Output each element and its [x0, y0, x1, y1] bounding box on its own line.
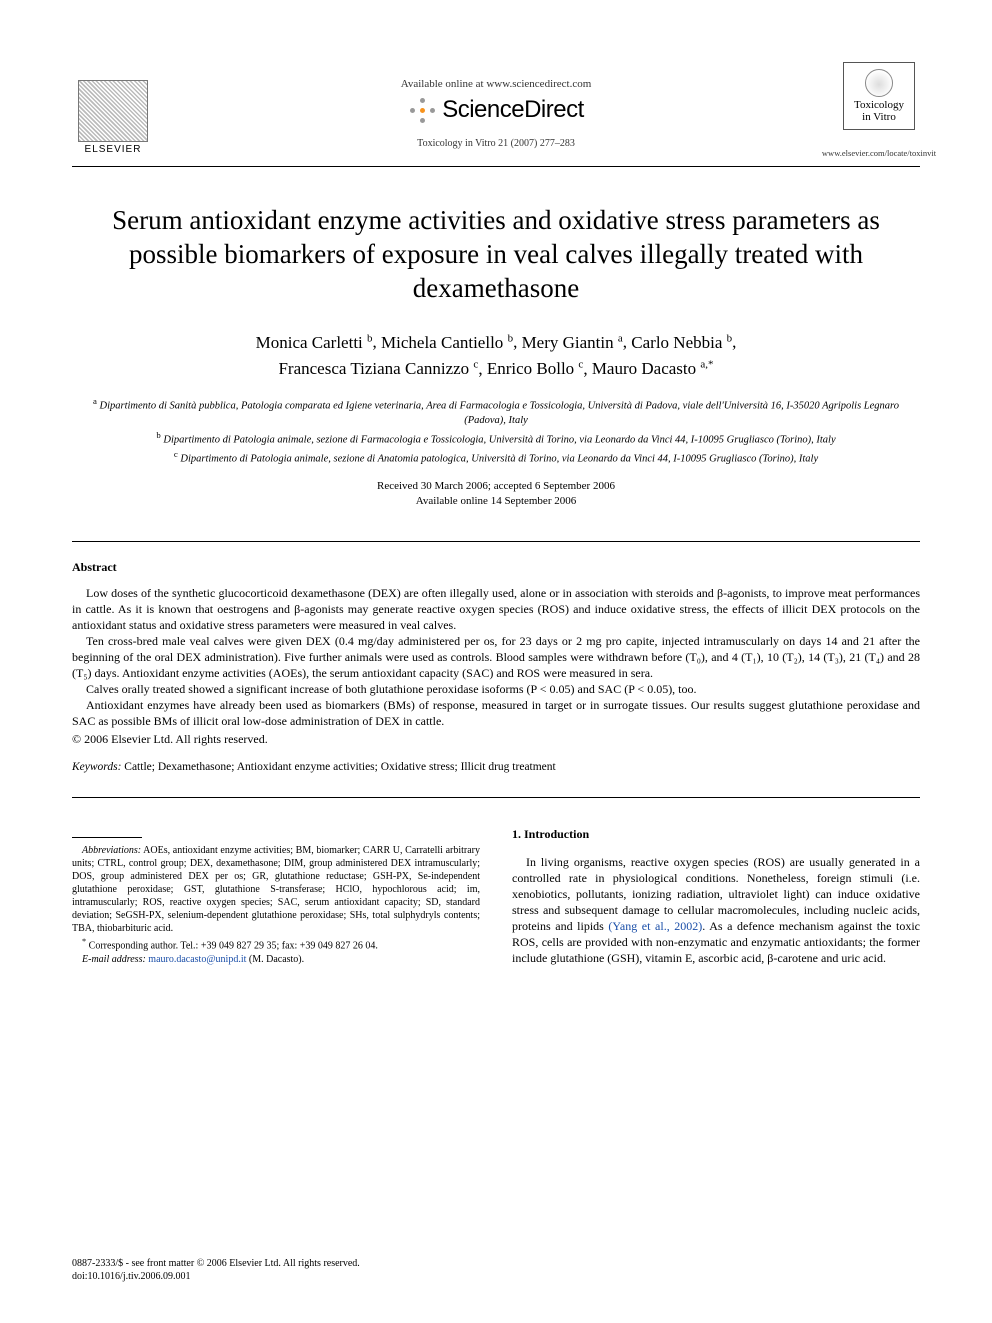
journal-citation: Toxicology in Vitro 21 (2007) 277–283: [154, 138, 838, 149]
page-footer: 0887-2333/$ - see front matter © 2006 El…: [72, 1257, 360, 1283]
intro-heading: 1. Introduction: [512, 826, 920, 842]
keywords-label: Keywords:: [72, 761, 121, 773]
authors-block: Monica Carletti b, Michela Cantiello b, …: [72, 327, 920, 380]
header-rule: [72, 166, 920, 167]
tiv-cover-icon: Toxicology in Vitro: [843, 62, 915, 130]
footer-doi: doi:10.1016/j.tiv.2006.09.001: [72, 1270, 360, 1283]
intro-p1: In living organisms, reactive oxygen spe…: [512, 854, 920, 966]
sciencedirect-text: ScienceDirect: [442, 96, 584, 124]
tiv-line2: in Vitro: [862, 111, 896, 123]
abbrev-label: Abbreviations:: [82, 845, 141, 856]
online-date: Available online 14 September 2006: [72, 494, 920, 509]
body-columns: Abbreviations: AOEs, antioxidant enzyme …: [72, 826, 920, 966]
author: Monica Carletti b: [256, 333, 373, 352]
elsevier-logo: ELSEVIER: [72, 65, 154, 155]
footnote-rule: [72, 837, 142, 838]
sciencedirect-icon: [408, 96, 436, 124]
abstract-top-rule: [72, 541, 920, 542]
affiliation-b: b Dipartimento di Patologia animale, sez…: [72, 428, 920, 448]
abstract-bottom-rule: [72, 797, 920, 798]
affiliations: a Dipartimento di Sanità pubblica, Patol…: [72, 394, 920, 467]
right-column: 1. Introduction In living organisms, rea…: [512, 826, 920, 966]
abstract-p1: Low doses of the synthetic glucocorticoi…: [72, 585, 920, 633]
sciencedirect-logo: ScienceDirect: [408, 96, 584, 124]
email-link[interactable]: mauro.dacasto@unipd.it: [148, 954, 246, 965]
email-tail: (M. Dacasto).: [249, 954, 304, 965]
author: Michela Cantiello b: [381, 333, 513, 352]
abstract-heading: Abstract: [72, 560, 920, 575]
elsevier-label: ELSEVIER: [85, 144, 142, 155]
tiv-line1: Toxicology: [854, 99, 904, 111]
affiliation-a: a Dipartimento di Sanità pubblica, Patol…: [72, 394, 920, 428]
left-column: Abbreviations: AOEs, antioxidant enzyme …: [72, 826, 480, 966]
article-dates: Received 30 March 2006; accepted 6 Septe…: [72, 479, 920, 509]
author: Enrico Bollo c: [487, 359, 584, 378]
keywords: Keywords: Cattle; Dexamethasone; Antioxi…: [72, 761, 920, 773]
author: Francesca Tiziana Cannizzo c: [278, 359, 478, 378]
abbreviations-footnote: Abbreviations: AOEs, antioxidant enzyme …: [72, 844, 480, 935]
abstract-body: Low doses of the synthetic glucocorticoi…: [72, 585, 920, 747]
citation-yang-2002[interactable]: (Yang et al., 2002): [608, 919, 702, 933]
footer-front-matter: 0887-2333/$ - see front matter © 2006 El…: [72, 1257, 360, 1270]
footnotes: Abbreviations: AOEs, antioxidant enzyme …: [72, 844, 480, 965]
elsevier-tree-icon: [78, 80, 148, 142]
email-label: E-mail address:: [82, 954, 146, 965]
abstract-copyright: © 2006 Elsevier Ltd. All rights reserved…: [72, 731, 920, 747]
abstract-p4: Antioxidant enzymes have already been us…: [72, 697, 920, 729]
author: Mauro Dacasto a,*: [592, 359, 714, 378]
available-online-text: Available online at www.sciencedirect.co…: [154, 78, 838, 90]
abstract-p2: Ten cross-bred male veal calves were giv…: [72, 633, 920, 681]
author: Mery Giantin a: [522, 333, 623, 352]
affiliation-c: c Dipartimento di Patologia animale, sez…: [72, 447, 920, 467]
corr-text: Corresponding author. Tel.: +39 049 827 …: [89, 941, 378, 952]
center-header: Available online at www.sciencedirect.co…: [154, 72, 838, 149]
keywords-text: Cattle; Dexamethasone; Antioxidant enzym…: [124, 761, 555, 773]
corresponding-author-footnote: * Corresponding author. Tel.: +39 049 82…: [72, 935, 480, 952]
page-header: ELSEVIER Available online at www.science…: [72, 62, 920, 158]
journal-cover-logo: Toxicology in Vitro www.elsevier.com/loc…: [838, 62, 920, 158]
abstract-p3: Calves orally treated showed a significa…: [72, 681, 920, 697]
received-date: Received 30 March 2006; accepted 6 Septe…: [72, 479, 920, 494]
journal-url: www.elsevier.com/locate/toxinvit: [822, 148, 936, 158]
abbrev-text: AOEs, antioxidant enzyme activities; BM,…: [72, 845, 480, 934]
article-title: Serum antioxidant enzyme activities and …: [82, 203, 910, 305]
author: Carlo Nebbia b: [631, 333, 732, 352]
email-footnote: E-mail address: mauro.dacasto@unipd.it (…: [72, 953, 480, 966]
